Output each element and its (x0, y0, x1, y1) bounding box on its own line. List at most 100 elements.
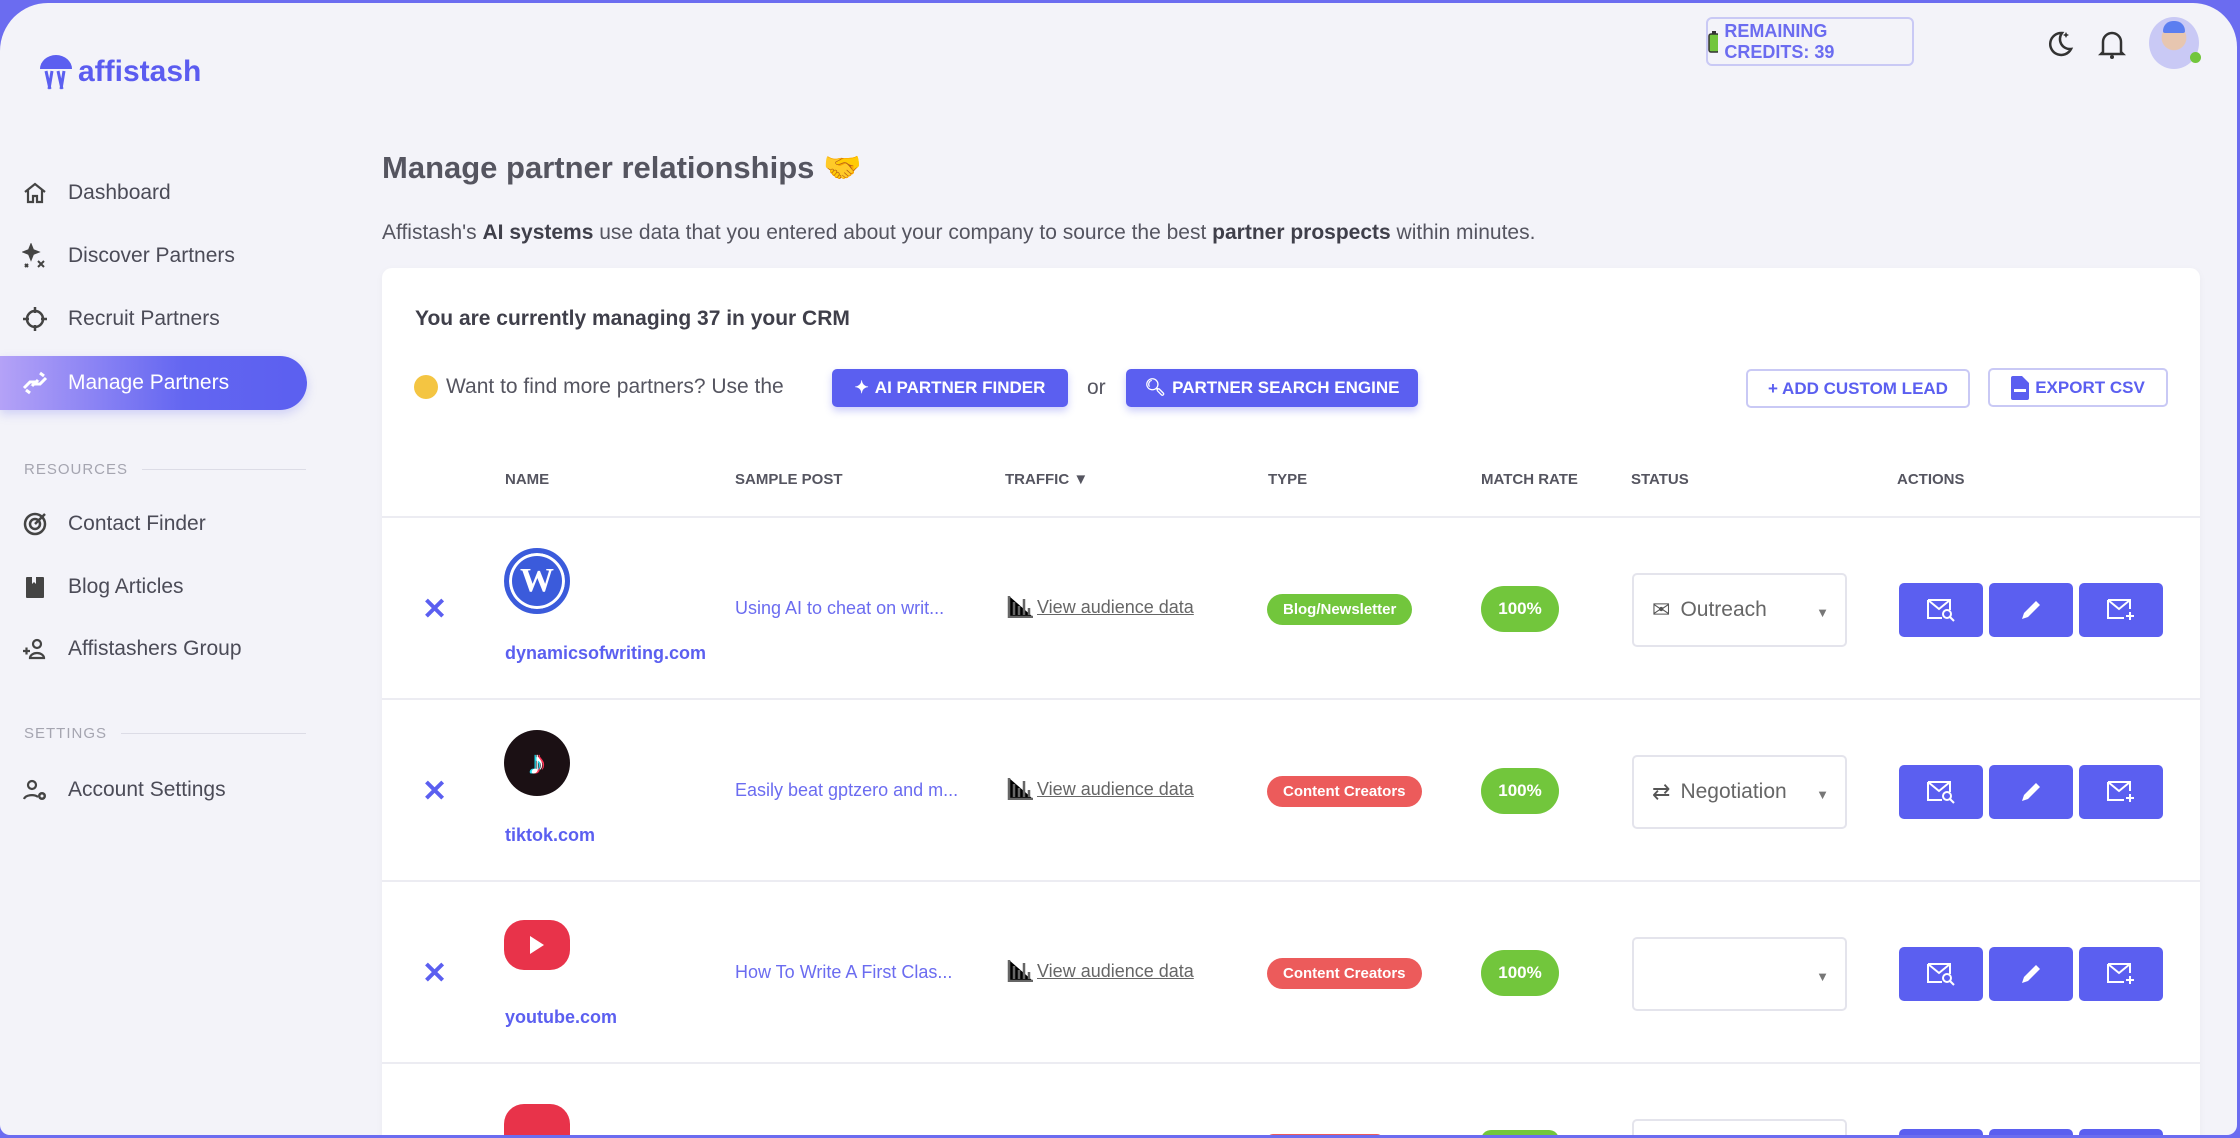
edit-button[interactable] (1989, 765, 2073, 819)
chevron-down-icon: ▼ (1816, 787, 1829, 802)
send-email-button[interactable] (2079, 947, 2163, 1001)
status-select[interactable] (1632, 1119, 1847, 1135)
view-contact-button[interactable] (1899, 765, 1983, 819)
status-select[interactable]: ✉ Outreach ▼ (1632, 573, 1847, 647)
handshake-icon (22, 371, 48, 395)
table-row (382, 1062, 2200, 1135)
status-select[interactable]: ▼ (1632, 937, 1847, 1011)
send-email-button[interactable] (2079, 583, 2163, 637)
type-badge (1267, 1134, 1383, 1135)
column-header-sample-post: SAMPLE POST (735, 471, 843, 488)
sidebar-item-label: Discover Partners (68, 244, 235, 267)
view-contact-button[interactable] (1899, 583, 1983, 637)
sparkles-icon (22, 243, 45, 268)
edit-button[interactable] (1989, 1129, 2073, 1135)
app-window: affistash Dashboard Discover Partners Recr… (0, 3, 2237, 1135)
add-custom-lead-button[interactable]: + ADD CUSTOM LEAD (1746, 369, 1970, 408)
status-value: Negotiation (1680, 780, 1787, 803)
sample-post-link[interactable]: Using AI to cheat on writ... (735, 598, 945, 618)
remove-row-close-icon[interactable]: ✕ (422, 775, 448, 808)
crm-card (382, 268, 2200, 1135)
column-header-match-rate: MATCH RATE (1481, 471, 1578, 488)
edit-button[interactable] (1989, 583, 2073, 637)
partner-search-engine-button[interactable]: 🔍︎ PARTNER SEARCH ENGINE (1126, 369, 1418, 407)
partner-domain-link[interactable]: dynamicsofwriting.com (505, 643, 707, 663)
logo[interactable]: affistash (38, 51, 201, 93)
credits-text: REMAINING CREDITS: 39 (1724, 20, 1835, 62)
handshake-emoji-icon: 🤝 (823, 150, 862, 185)
sidebar-item-label: Manage Partners (68, 371, 230, 394)
export-csv-button[interactable]: EXPORT CSV (1988, 368, 2168, 407)
online-status-dot (2190, 52, 2201, 63)
send-email-icon (2107, 963, 2134, 984)
managing-count-text: You are currently managing 37 in your CR… (415, 307, 850, 330)
match-rate-badge: 100% (1481, 950, 1559, 996)
ai-partner-finder-button[interactable]: ✦ AI PARTNER FINDER (832, 369, 1068, 407)
send-email-button[interactable] (2079, 765, 2163, 819)
remove-row-close-icon[interactable]: ✕ (422, 957, 448, 990)
settings-section-label: SETTINGS (24, 725, 306, 742)
sidebar-item-label: Dashboard (68, 181, 171, 204)
remaining-credits-button[interactable]: REMAINING CREDITS: 39 (1706, 17, 1914, 66)
dark-mode-moon-icon[interactable] (2044, 29, 2074, 59)
view-contact-button[interactable] (1899, 947, 1983, 1001)
target-icon (23, 512, 47, 536)
page-subtitle: Affistash's AI systems use data that you… (382, 221, 1536, 244)
resources-section-label: RESOURCES (24, 461, 306, 478)
table-row: ✕ ♪ tiktok.com Easily beat gptzero and m… (382, 698, 2200, 880)
sidebar-item-manage-partners[interactable]: Manage Partners (0, 356, 307, 410)
sample-post-link[interactable]: Easily beat gptzero and m... (735, 780, 959, 800)
crosshair-icon (23, 307, 47, 331)
page-title: Manage partner relationships 🤝 (382, 150, 862, 185)
view-audience-data-link[interactable]: View audience data (1037, 961, 1194, 981)
sidebar-item-account-settings[interactable]: Account Settings (0, 763, 307, 817)
edit-button[interactable] (1989, 947, 2073, 1001)
find-more-text: Want to find more partners? Use the (414, 375, 784, 399)
partner-domain-link[interactable]: youtube.com (505, 1007, 618, 1027)
bar-chart-icon (1007, 778, 1033, 800)
brand-name: affistash (78, 55, 202, 88)
sidebar-item-affistashers-group[interactable]: Affistashers Group (0, 622, 307, 676)
remove-row-close-icon[interactable]: ✕ (422, 593, 448, 626)
sidebar-item-contact-finder[interactable]: Contact Finder (0, 497, 307, 551)
partner-domain-link[interactable]: tiktok.com (505, 825, 596, 845)
thinking-emoji-icon (414, 375, 438, 399)
mail-search-icon: ✉ (1652, 597, 1671, 622)
sidebar-item-dashboard[interactable]: Dashboard (0, 166, 307, 220)
view-contact-icon (1927, 963, 1955, 986)
sparkle-icon: ✦ (854, 378, 869, 397)
notification-bell-icon[interactable] (2098, 28, 2126, 60)
view-contact-button[interactable] (1899, 1129, 1983, 1135)
type-badge: Content Creators (1267, 958, 1422, 989)
home-icon (24, 182, 46, 204)
youtube-logo-icon (504, 1104, 570, 1135)
sidebar-item-blog-articles[interactable]: Blog Articles (0, 560, 307, 614)
user-avatar[interactable] (2149, 17, 2201, 69)
status-select[interactable]: ⇄ Negotiation ▼ (1632, 755, 1847, 829)
sample-post-link[interactable]: How To Write A First Clas... (735, 962, 953, 982)
column-header-name: NAME (505, 471, 550, 488)
column-header-actions: ACTIONS (1897, 471, 1965, 488)
send-email-button[interactable] (2079, 1129, 2163, 1135)
traffic-cell: View audience data (1007, 960, 1194, 982)
type-badge: Content Creators (1267, 776, 1422, 807)
magnifier-icon: 🔍︎ (1144, 378, 1167, 397)
book-icon (26, 577, 44, 598)
sidebar-item-discover-partners[interactable]: Discover Partners (0, 229, 307, 283)
user-gear-icon (22, 779, 46, 800)
view-contact-icon (1927, 599, 1955, 622)
traffic-cell: View audience data (1007, 596, 1194, 618)
traffic-cell: View audience data (1007, 778, 1194, 800)
jellyfish-logo-icon (40, 55, 72, 90)
chevron-down-icon: ▼ (1816, 969, 1829, 984)
tiktok-logo-icon: ♪ (504, 730, 570, 796)
column-header-status: STATUS (1631, 471, 1689, 488)
column-header-traffic[interactable]: TRAFFIC ▼ (1005, 471, 1089, 488)
sidebar-item-label: Recruit Partners (68, 307, 220, 330)
view-audience-data-link[interactable]: View audience data (1037, 597, 1194, 617)
edit-pencil-icon (2022, 783, 2040, 801)
sidebar-item-recruit-partners[interactable]: Recruit Partners (0, 292, 307, 346)
bar-chart-icon (1007, 960, 1033, 982)
edit-pencil-icon (2022, 965, 2040, 983)
view-audience-data-link[interactable]: View audience data (1037, 779, 1194, 799)
